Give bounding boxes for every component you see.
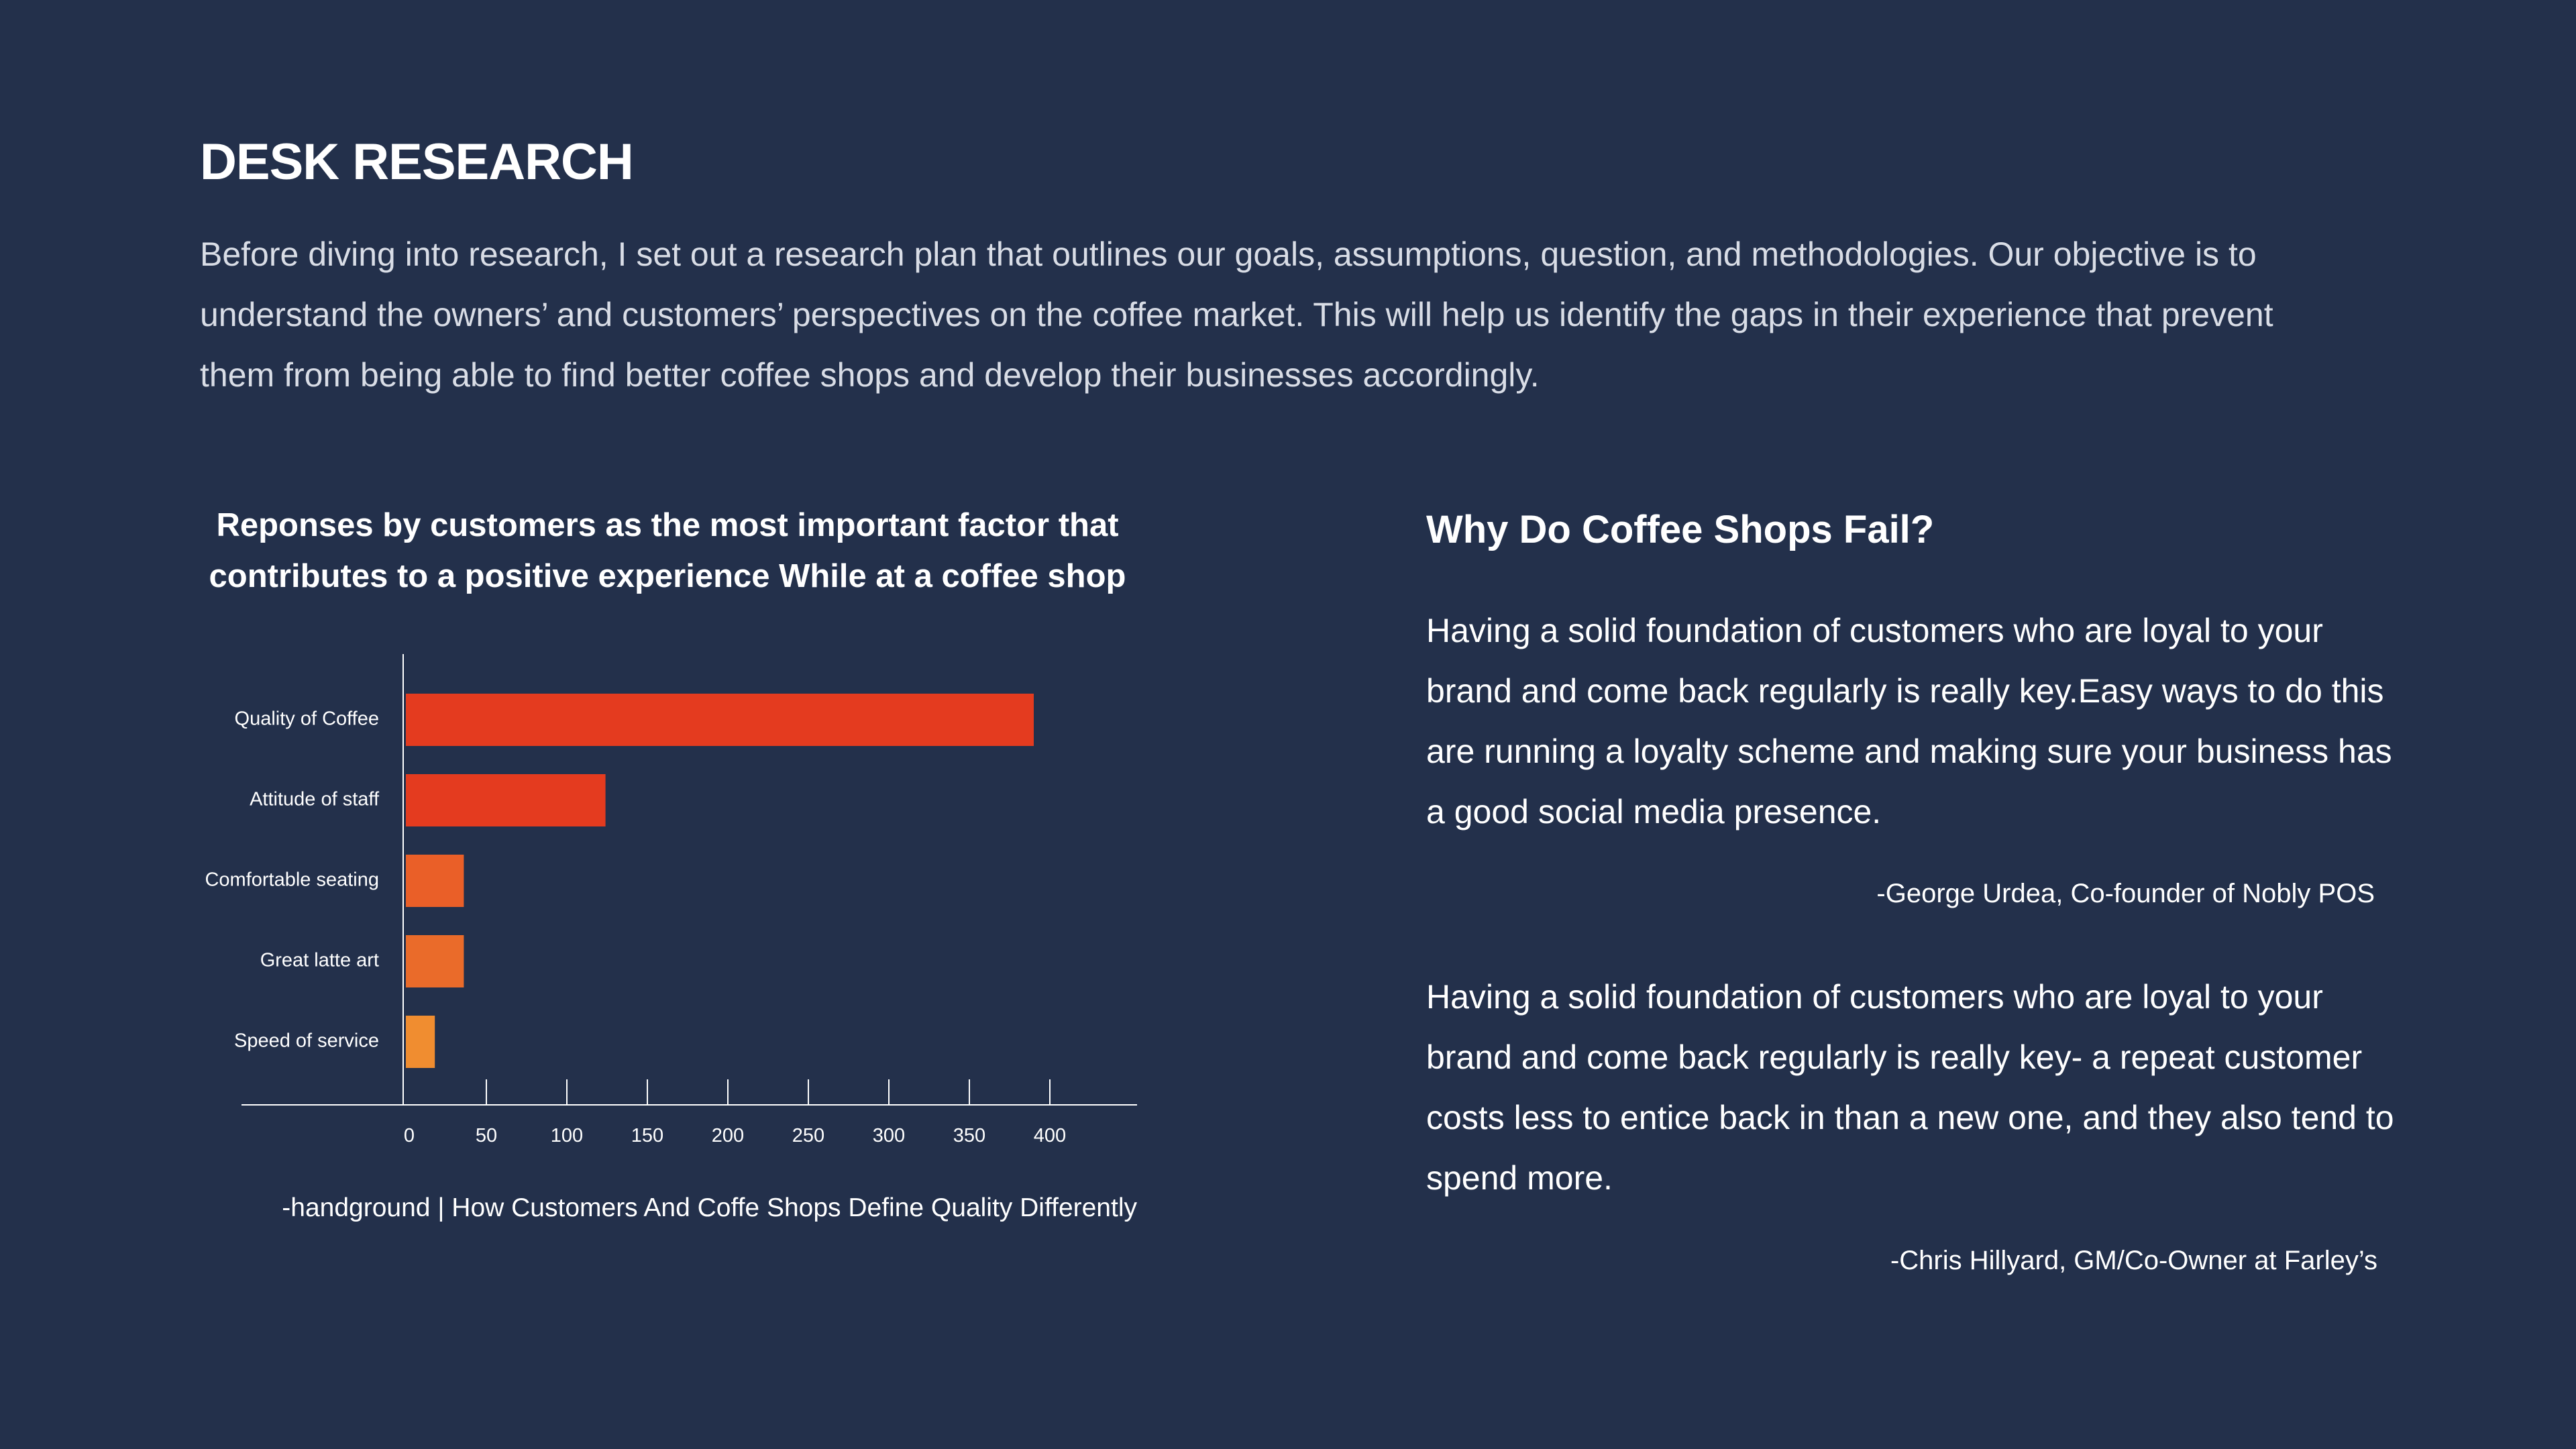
x-tick-label: 400 (1034, 1125, 1066, 1146)
x-tick-label: 0 (404, 1125, 415, 1146)
x-tick-label: 150 (631, 1125, 663, 1146)
category-label: Speed of service (234, 1030, 379, 1052)
bar-speed-of-service (406, 1016, 435, 1068)
why-coffee-shops-fail-heading: Why Do Coffee Shops Fail? (1426, 508, 1935, 551)
x-tick-label: 300 (873, 1125, 905, 1146)
bar-comfortable-seating (406, 855, 464, 907)
chart-title: Reponses by customers as the most import… (209, 507, 1126, 594)
x-tick-label: 200 (712, 1125, 744, 1146)
x-tick-label: 250 (792, 1125, 824, 1146)
quote-author-2: -Chris Hillyard, GM/Co-Owner at Farley’s (1890, 1246, 2377, 1275)
bar-attitude-of-staff (406, 774, 606, 826)
category-label: Quality of Coffee (235, 708, 379, 730)
x-tick-label: 100 (551, 1125, 583, 1146)
quote-author-1: -George Urdea, Co-founder of Nobly POS (1876, 879, 2375, 908)
quote-text-2: Having a solid foundation of customers w… (1426, 978, 2394, 1197)
x-tick-label: 350 (953, 1125, 985, 1146)
intro-paragraph: Before diving into research, I set out a… (200, 235, 2273, 394)
chart-source-caption: -handground | How Customers And Coffe Sh… (282, 1193, 1137, 1222)
page-title: DESK RESEARCH (200, 133, 634, 191)
quote-text-1: Having a solid foundation of customers w… (1426, 612, 2392, 830)
category-label: Comfortable seating (205, 869, 379, 891)
bar-quality-of-coffee (406, 694, 1034, 746)
bar-great-latte-art (406, 935, 464, 987)
category-label: Great latte art (260, 950, 379, 971)
x-tick-label: 50 (476, 1125, 497, 1146)
category-label: Attitude of staff (250, 789, 380, 810)
